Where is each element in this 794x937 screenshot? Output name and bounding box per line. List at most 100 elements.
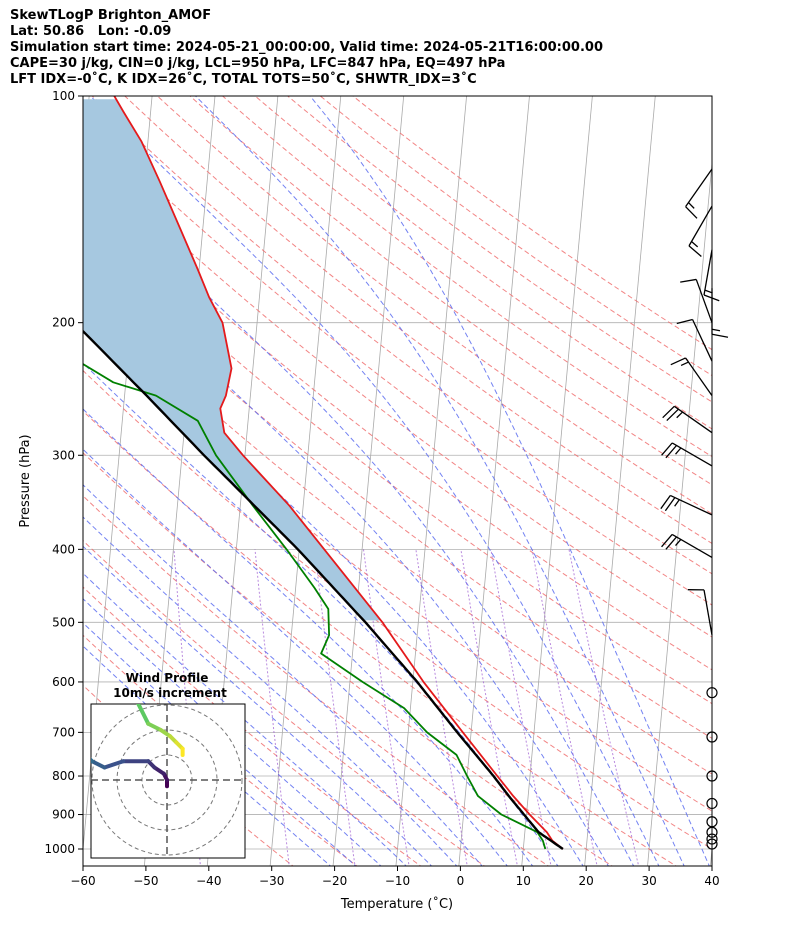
- dry-adiabat--10: [83, 586, 422, 866]
- dry-adiabat-110: [83, 118, 712, 606]
- dry-adiabat-180: [287, 96, 712, 403]
- wind-barb-14: [676, 318, 713, 362]
- y-axis-label: Pressure (hPa): [18, 434, 33, 527]
- moist-adiabat--20: [83, 645, 332, 866]
- x-tick-label-0: −60: [70, 874, 95, 888]
- dry-adiabat-50: [83, 330, 712, 812]
- moist-adiabat-40: [309, 96, 710, 866]
- isotherm-20: [584, 96, 656, 866]
- isotherm--20: [332, 96, 405, 866]
- mixing-ratio-1: [314, 549, 356, 866]
- y-tick-label-2: 800: [52, 769, 75, 783]
- x-tick-label-3: −30: [259, 874, 284, 888]
- dry-adiabat-20: [83, 452, 614, 866]
- dry-adiabat-100: [83, 151, 712, 638]
- wind-barb-10: [660, 494, 713, 516]
- x-tick-label-5: −10: [385, 874, 410, 888]
- x-tick-label-8: 20: [579, 874, 594, 888]
- wind-barb-3: [706, 816, 718, 828]
- isotherm--30: [269, 96, 342, 866]
- cape-fill: [83, 99, 381, 621]
- y-tick-label-9: 100: [52, 89, 75, 103]
- y-tick-label-5: 500: [52, 615, 75, 629]
- title-line-indices-1: CAPE=30 j/kg, CIN=0 j/kg, LCL=950 hPa, L…: [10, 56, 506, 71]
- dry-adiabat-200: [352, 96, 712, 351]
- x-tick-label-7: 10: [516, 874, 531, 888]
- inset-title-2: 10m/s increment: [113, 686, 227, 700]
- dry-adiabat-120: [91, 96, 712, 575]
- x-tick-label-9: 30: [641, 874, 656, 888]
- mixing-ratio-16: [531, 549, 598, 866]
- dry-adiabat-0: [83, 539, 486, 866]
- hodograph-segment-15: [136, 704, 151, 726]
- parcel-line: [83, 329, 564, 850]
- dry-adiabat-130: [124, 96, 712, 544]
- wind-barbs: [660, 168, 729, 850]
- wind-barb-9: [661, 533, 713, 558]
- wind-barb-8: [687, 589, 713, 636]
- x-tick-label-10: 40: [704, 874, 719, 888]
- wind-barb-0: [706, 838, 718, 850]
- x-axis-label: Temperature (˚C): [340, 896, 453, 912]
- wind-barb-6: [706, 731, 718, 743]
- dry-adiabat-70: [83, 255, 712, 739]
- wind-barb-4: [706, 797, 718, 810]
- wind-barb-1: [706, 833, 718, 845]
- moist-adiabat-0: [83, 516, 458, 866]
- isotherm-0: [458, 96, 530, 866]
- y-tick-label-4: 600: [52, 675, 75, 689]
- dry-adiabat-90: [83, 185, 712, 671]
- dry-adiabat-170: [254, 96, 712, 430]
- hodograph-segment-6: [91, 759, 107, 770]
- wind-barb-16: [711, 288, 729, 338]
- title-line-coordinates: Lat: 50.86 Lon: -0.09: [10, 24, 172, 39]
- inset-title-1: Wind Profile: [126, 671, 209, 685]
- wind-barb-7: [706, 687, 718, 699]
- hodograph-segment-9: [48, 699, 54, 724]
- wind-barb-11: [661, 442, 713, 467]
- moist-adiabat--4: [83, 545, 433, 866]
- mixing-ratio-10: [490, 549, 552, 866]
- y-tick-label-3: 700: [52, 725, 75, 739]
- wind-barb-13: [670, 357, 713, 397]
- moist-adiabat-24: [83, 247, 609, 866]
- axis-ticks: −60 −50 −40 −30 −20 −10 0 10 20 30 40 1000 900 800 700…: [44, 89, 719, 888]
- dry-adiabat-190: [319, 96, 712, 377]
- wind-barb-5: [706, 770, 718, 782]
- moist-adiabat-28: [83, 174, 635, 866]
- title-line-station: SkewTLogP Brighton_AMOF: [10, 8, 212, 23]
- mixing-ratio-24: [568, 549, 640, 866]
- mixing-ratio-4: [415, 549, 468, 866]
- y-tick-label-6: 400: [52, 542, 75, 556]
- moist-adiabat-36: [195, 96, 685, 866]
- title-line-indices-2: LFT IDX=-0˚C, K IDX=26˚C, TOTAL TOTS=50˚…: [10, 72, 477, 87]
- wind-barb-19: [685, 168, 713, 219]
- moist-adiabat-12: [83, 408, 534, 866]
- wind-barb-17: [703, 249, 720, 302]
- dry-adiabat-150: [189, 96, 712, 486]
- dry-adiabat-140: [157, 96, 712, 515]
- wind-barb-18: [688, 205, 713, 257]
- hodograph-segment-5: [102, 759, 126, 770]
- x-tick-label-2: −40: [196, 874, 221, 888]
- y-tick-label-8: 200: [52, 316, 75, 330]
- moist-adiabat-32: [90, 96, 660, 866]
- dry-adiabat-60: [83, 292, 712, 775]
- title-line-times: Simulation start time: 2024-05-21_00:00:…: [10, 40, 603, 55]
- mixing-ratio-2: [363, 549, 410, 866]
- hodograph-segment-13: [73, 655, 98, 674]
- mixing-ratio-7: [460, 549, 518, 866]
- moist-adiabat--12: [83, 598, 382, 866]
- wind-barb-15: [680, 278, 713, 323]
- y-tick-label-0: 1000: [44, 842, 75, 856]
- dewpoint-line: [83, 363, 547, 850]
- hodograph-segment-16: [146, 721, 163, 732]
- isotherm-30: [647, 158, 712, 866]
- y-tick-label-7: 300: [52, 448, 75, 462]
- isotherm-10: [521, 96, 593, 866]
- hodograph-segment-11: [48, 655, 54, 674]
- x-tick-label-4: −20: [322, 874, 347, 888]
- y-tick-label-1: 900: [52, 808, 75, 822]
